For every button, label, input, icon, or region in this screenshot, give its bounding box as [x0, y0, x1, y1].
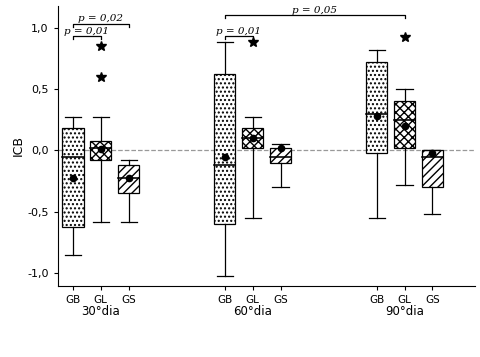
- Text: p = 0,01: p = 0,01: [64, 27, 109, 36]
- Bar: [269, 148, 290, 163]
- Bar: [241, 129, 263, 148]
- Bar: [90, 141, 111, 160]
- Y-axis label: ICB: ICB: [12, 135, 24, 156]
- Text: 90°dia: 90°dia: [384, 305, 423, 318]
- Bar: [365, 62, 386, 153]
- Text: p = 0,01: p = 0,01: [216, 27, 261, 36]
- Text: p = 0,02: p = 0,02: [78, 14, 123, 23]
- Text: 30°dia: 30°dia: [81, 305, 120, 318]
- Bar: [214, 74, 235, 224]
- Bar: [421, 151, 442, 187]
- Bar: [393, 101, 414, 148]
- Bar: [62, 129, 84, 227]
- Text: p = 0,05: p = 0,05: [291, 6, 336, 15]
- Text: 60°dia: 60°dia: [233, 305, 272, 318]
- Bar: [118, 165, 139, 193]
